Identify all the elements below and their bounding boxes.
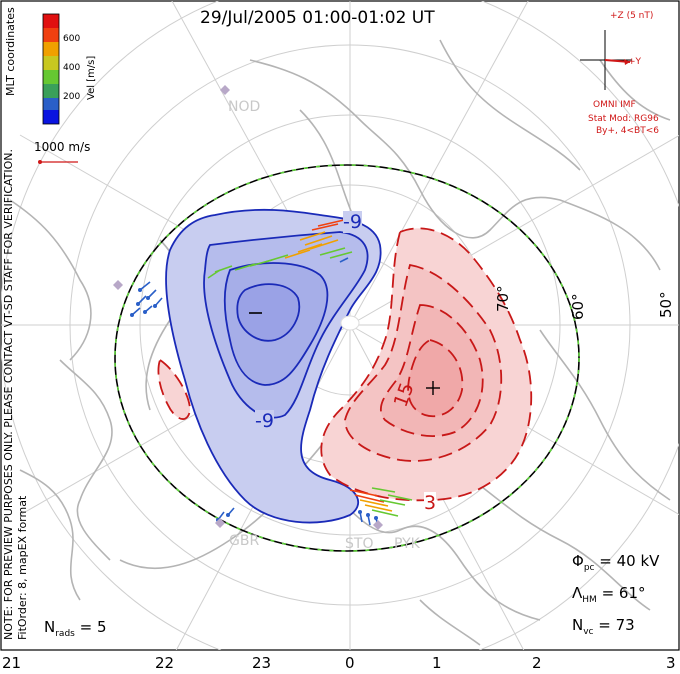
- mlt-tick-2: 2: [532, 654, 542, 672]
- velocity-colorbar: [42, 13, 60, 125]
- negative-potential-cell: [165, 208, 382, 524]
- latitude-label-70: 70°: [494, 285, 512, 312]
- mlt-tick-3: 3: [666, 654, 676, 672]
- colorbar-label: Vel [m/s]: [86, 55, 97, 100]
- contour-label-neg-bottom: -9: [255, 410, 274, 432]
- mlt-tick-21: 21: [2, 654, 22, 672]
- latitude-label-60: 60°: [569, 293, 587, 320]
- mlt-tick-22: 22: [155, 654, 175, 672]
- scale-vector-label: 1000 m/s: [34, 140, 91, 154]
- n-vectors: Nvc = 73: [572, 616, 635, 637]
- mlt-tick-23: 23: [252, 654, 272, 672]
- cross-polar-potential: Φpc = 40 kV: [572, 552, 660, 573]
- imf-y-label: +Y: [628, 57, 642, 67]
- imf-clock: [580, 30, 632, 90]
- radar-sites: [113, 85, 383, 530]
- positive-potential-cell: [157, 227, 533, 502]
- hm-latitude: ΛHM = 61°: [572, 584, 646, 605]
- station-gbr: GBR: [229, 533, 260, 549]
- mlt-tick-1: 1: [432, 654, 442, 672]
- pole-marker: [340, 315, 360, 331]
- colorbar-tick-600: 600: [63, 34, 81, 44]
- preview-note: NOTE: FOR PREVIEW PURPOSES ONLY. PLEASE …: [2, 148, 15, 640]
- contour-label-neg-top: -9: [343, 211, 362, 233]
- coordinate-label: MLT coordinates: [4, 7, 17, 96]
- n-radars: Nrads = 5: [44, 618, 107, 639]
- map-title: 29/Jul/2005 01:00-01:02 UT: [200, 8, 435, 28]
- colorbar-tick-200: 200: [63, 92, 81, 102]
- station-pyk: PYK: [394, 536, 420, 552]
- imf-source: OMNI IMF: [593, 100, 636, 110]
- imf-model: Stat Mod: RG96: [588, 114, 659, 124]
- latitude-label-50: 50°: [657, 291, 675, 318]
- colorbar-tick-400: 400: [63, 63, 81, 73]
- hm-boundary-dash: [114, 164, 580, 552]
- station-sto: STO: [345, 536, 374, 552]
- fit-order: FitOrder: 8, mapEX format: [16, 495, 29, 640]
- station-nod: NOD: [228, 99, 261, 115]
- imf-z-label: +Z (5 nT): [610, 11, 654, 21]
- contour-label-pos-3: 3: [424, 492, 437, 514]
- imf-condition: By+, 4<BT<6: [596, 126, 659, 136]
- mlt-tick-0: 0: [345, 654, 355, 672]
